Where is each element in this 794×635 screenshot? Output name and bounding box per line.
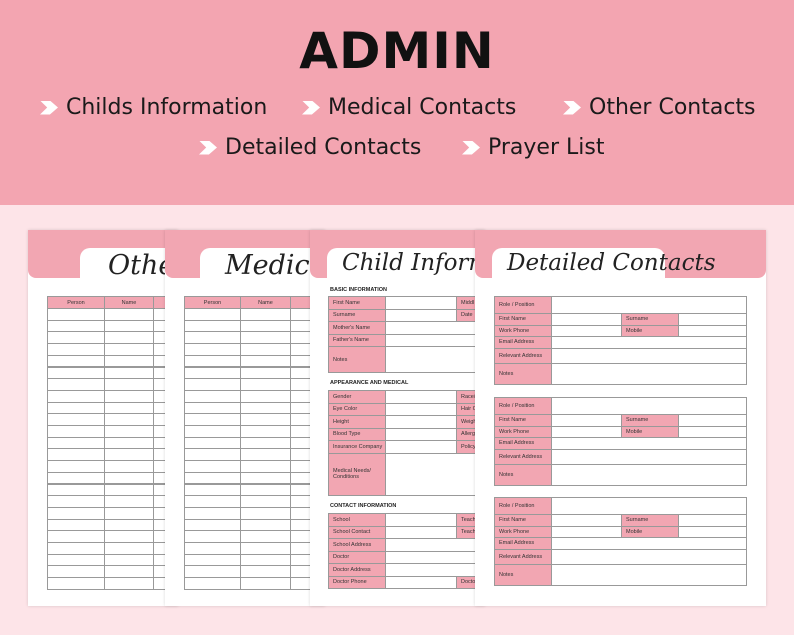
field-label: School Address [328,538,386,552]
feature-item: Other Contacts [563,95,756,120]
field-label: Relevant Address [494,448,552,465]
field-label: Doctor Phone [328,575,386,589]
field-input[interactable] [385,452,485,496]
field-label: Notes [494,463,552,486]
field-input[interactable] [385,308,457,322]
field-label: Height [328,415,386,429]
page-tab [80,248,178,280]
table-cell[interactable] [290,577,325,590]
section-heading: CONTACT INFORMATION [330,503,397,509]
page-title: ADMIN [299,22,495,80]
field-input[interactable] [385,402,457,416]
field-label: Doctor Address [328,563,386,577]
page-tab [200,248,325,280]
field-label: Medical Needs/ Conditions [328,452,386,496]
field-input[interactable] [385,427,457,441]
field-label: Relevant Address [494,548,552,565]
feature-label: Childs Information [66,95,268,120]
field-input[interactable] [385,415,457,429]
header-banner: ADMIN Childs Information Medical Contact… [0,0,794,205]
feature-item: Prayer List [462,135,604,160]
detailed-contacts-page: Detailed Contacts Role / Position First N… [475,230,766,606]
field-label: School [328,513,386,527]
field-label: Father's Name [328,333,386,347]
page-tab [492,248,665,280]
field-label: Relevant Address [494,347,552,364]
field-input[interactable] [551,448,747,465]
chevron-right-icon [199,140,217,155]
field-label: School Contact [328,525,386,539]
field-input[interactable] [551,548,747,565]
field-input[interactable] [385,525,457,539]
field-input[interactable] [385,296,457,310]
field-label: Blood Type [328,427,386,441]
field-label: First Name [328,296,386,310]
field-input[interactable] [385,321,485,335]
field-label: Insurance Company [328,440,386,454]
field-label: Doctor [328,550,386,564]
section-heading: BASIC INFORMATION [330,287,388,293]
feature-label: Medical Contacts [328,95,517,120]
field-input[interactable] [551,296,747,314]
field-input[interactable] [551,463,747,486]
child-information-page: Child Informatio BASIC INFORMATION First … [310,230,485,606]
field-input[interactable] [551,347,747,364]
field-input[interactable] [385,346,485,373]
page-heading: Detailed Contacts [507,250,716,276]
field-input[interactable] [385,563,485,577]
feature-label: Detailed Contacts [225,135,422,160]
chevron-right-icon [40,100,58,115]
field-label: Surname [328,308,386,322]
medical-contacts-page: Medical Person Name [165,230,325,606]
field-input[interactable] [385,550,485,564]
chevron-right-icon [563,100,581,115]
page-heading: Child Informatio [342,250,485,276]
table-cell[interactable] [104,577,154,590]
page-heading: Medical [225,250,325,281]
feature-label: Other Contacts [589,95,756,120]
field-label: Gender [328,390,386,404]
field-label: Notes [494,362,552,385]
field-label: Role / Position [494,497,552,515]
feature-item: Medical Contacts [302,95,516,120]
field-input[interactable] [551,497,747,515]
table-cell[interactable] [184,577,241,590]
table-cell[interactable] [47,577,105,590]
field-label: Mother's Name [328,321,386,335]
field-label: Role / Position [494,296,552,314]
field-input[interactable] [551,362,747,385]
field-label: Notes [494,563,552,586]
field-input[interactable] [385,575,457,589]
chevron-right-icon [462,140,480,155]
field-input[interactable] [551,397,747,415]
field-input[interactable] [385,440,457,454]
field-input[interactable] [385,538,485,552]
table-cell[interactable] [240,577,291,590]
field-input[interactable] [385,333,485,347]
feature-item: Childs Information [40,95,267,120]
field-label: Eye Color [328,402,386,416]
feature-label: Prayer List [488,135,605,160]
field-label: Role / Position [494,397,552,415]
field-input[interactable] [551,563,747,586]
chevron-right-icon [302,100,320,115]
field-input[interactable] [385,513,457,527]
field-label: Notes [328,346,386,373]
section-heading: APPEARANCE AND MEDICAL [330,380,409,386]
page-tab [327,248,485,280]
feature-item: Detailed Contacts [199,135,421,160]
field-input[interactable] [385,390,457,404]
